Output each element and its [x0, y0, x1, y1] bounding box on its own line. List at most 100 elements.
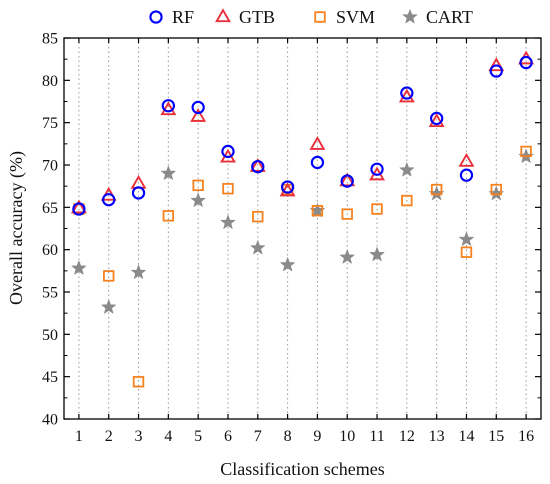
svm-point [132, 376, 145, 388]
rf-point [370, 162, 384, 176]
x-tick-label: 11 [369, 428, 384, 445]
legend-marker-rf [149, 10, 163, 24]
legend: RF GTB SVM CART [149, 7, 473, 27]
gtb-point [428, 113, 445, 127]
data-series [70, 50, 535, 388]
legend-marker-svm [314, 11, 326, 23]
legend-item-cart: CART [402, 7, 473, 27]
x-tick-label: 4 [164, 428, 172, 445]
svm-point [490, 183, 502, 196]
rf-point [310, 155, 325, 170]
gtb-point [339, 172, 356, 187]
svm-point [371, 203, 383, 215]
y-tick-label: 40 [42, 412, 58, 429]
cart-point [339, 249, 355, 264]
y-tick-label: 60 [42, 242, 58, 259]
cart-point [220, 214, 236, 229]
rf-point [72, 202, 86, 216]
rf-point [191, 100, 205, 115]
x-tick-label: 6 [224, 428, 232, 445]
gtb-point [70, 199, 87, 214]
svm-point [222, 183, 234, 195]
gtb-point [488, 57, 505, 72]
rf-point [102, 193, 116, 207]
cart-point [101, 299, 117, 314]
svm-point [162, 210, 175, 222]
gtb-point [190, 108, 207, 122]
legend-label: SVM [336, 7, 375, 27]
gtb-point [309, 135, 326, 150]
legend-label: RF [172, 7, 194, 27]
cart-point [280, 257, 295, 272]
svm-point [311, 205, 324, 217]
cart-point [399, 162, 415, 177]
y-tick-label: 65 [42, 200, 58, 217]
svm-point [430, 183, 443, 196]
svm-point [460, 246, 473, 258]
rf-point [400, 86, 414, 100]
axes: 1 2 3 4 5 6 7 8 9 10 11 12 13 14 15 1640455055606570758… [42, 31, 541, 445]
rf-point [340, 174, 354, 188]
rf-point [221, 144, 235, 159]
series-cart [71, 148, 534, 314]
x-tick-label: 8 [284, 428, 292, 445]
cart-point [459, 231, 474, 246]
legend-item-rf: RF [149, 7, 194, 27]
y-axis-label: Overall accuracy (%) [6, 151, 27, 305]
x-tick-label: 15 [488, 428, 504, 445]
rf-point [519, 55, 533, 70]
x-tick-label: 5 [194, 428, 202, 445]
legend-marker-cart [402, 9, 418, 24]
svm-point [252, 210, 264, 223]
legend-item-svm: SVM [314, 7, 375, 27]
x-tick-label: 10 [339, 428, 355, 445]
gtb-point [160, 101, 177, 116]
gtb-point [458, 152, 475, 167]
legend-item-gtb: GTB [215, 7, 275, 27]
cart-point [190, 192, 206, 207]
svm-point [192, 179, 204, 192]
y-tick-label: 85 [42, 31, 58, 48]
gtb-point [398, 88, 415, 103]
legend-label: GTB [239, 7, 275, 27]
x-tick-label: 7 [254, 428, 262, 445]
x-tick-label: 14 [458, 428, 474, 445]
gtb-point [249, 157, 266, 172]
x-axis-label: Classification schemes [220, 459, 384, 479]
legend-label: CART [426, 7, 473, 27]
cart-point [131, 264, 146, 279]
series-gtb [70, 50, 535, 214]
y-tick-label: 55 [42, 285, 58, 302]
rf-point [131, 186, 146, 200]
y-tick-label: 50 [42, 327, 58, 344]
cart-point [369, 247, 385, 262]
cart-point [161, 165, 176, 180]
y-tick-label: 75 [42, 115, 58, 132]
x-tick-label: 1 [75, 428, 83, 445]
y-tick-label: 70 [42, 158, 58, 175]
rf-point [251, 160, 265, 174]
cart-point [71, 260, 87, 275]
svm-point [520, 145, 532, 158]
series-rf [72, 55, 533, 216]
cart-point [250, 240, 266, 255]
rf-point [459, 168, 474, 182]
svm-point [401, 194, 413, 207]
rf-point [489, 64, 503, 78]
x-tick-label: 12 [399, 428, 415, 445]
y-tick-label: 45 [42, 369, 58, 386]
x-tick-label: 9 [313, 428, 321, 445]
x-tick-label: 16 [518, 428, 534, 445]
x-tick-label: 13 [429, 428, 445, 445]
svm-point [341, 208, 353, 220]
rf-point [430, 111, 444, 126]
x-tick-label: 2 [105, 428, 113, 445]
y-tick-label: 80 [42, 73, 58, 90]
svm-point [103, 270, 115, 282]
x-tick-label: 3 [135, 428, 143, 445]
legend-marker-gtb [215, 8, 231, 23]
rf-point [280, 180, 295, 194]
rf-point [161, 99, 175, 113]
